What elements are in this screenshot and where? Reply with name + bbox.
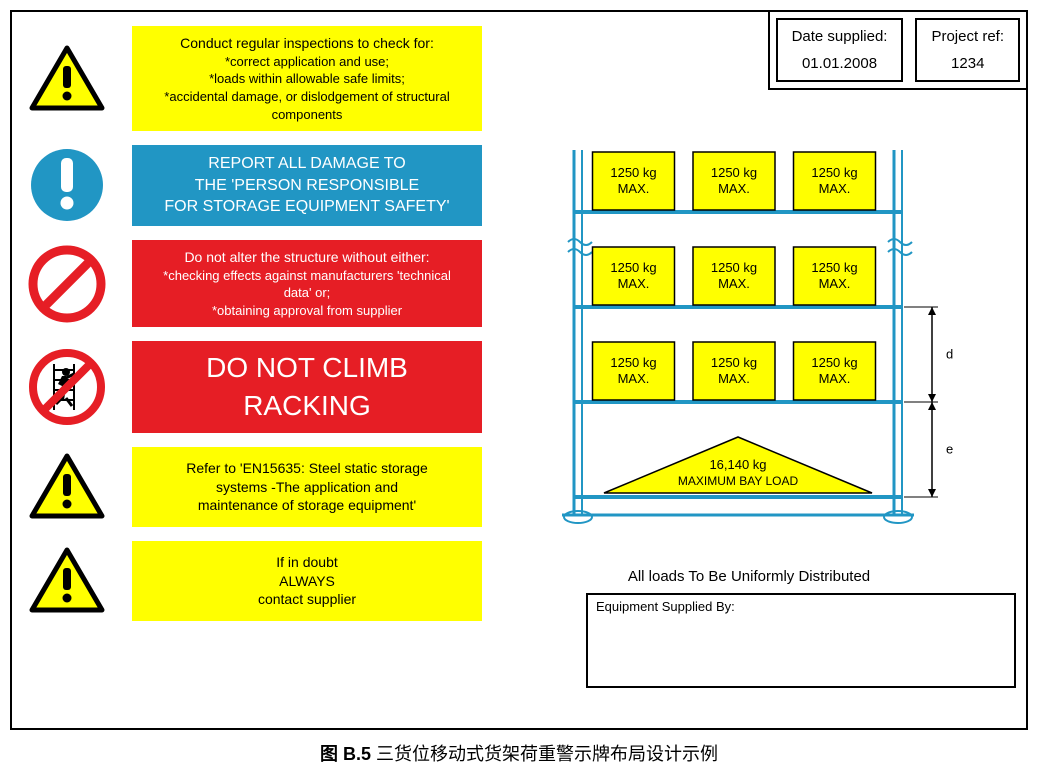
svg-text:1250 kg: 1250 kg: [811, 165, 857, 180]
svg-text:e: e: [946, 442, 953, 457]
panel-bullets: *correct application and use;*loads with…: [159, 53, 456, 123]
svg-text:1250 kg: 1250 kg: [711, 165, 757, 180]
panel-line: REPORT ALL DAMAGE TO: [208, 153, 405, 175]
panel-row: Refer to 'EN15635: Steel static storages…: [22, 447, 482, 527]
left-panels: Conduct regular inspections to check for…: [22, 22, 482, 718]
panel-row: DO NOT CLIMBRACKING: [22, 341, 482, 433]
panel-line: systems -The application and: [216, 478, 398, 497]
svg-text:1250 kg: 1250 kg: [610, 260, 656, 275]
svg-text:MAX.: MAX.: [718, 181, 750, 196]
right-column: 1250 kgMAX.1250 kgMAX.1250 kgMAX.1250 kg…: [482, 22, 1016, 718]
panel-title: Do not alter the structure without eithe…: [184, 248, 429, 267]
text-panel: If in doubtALWAYScontact supplier: [132, 541, 482, 621]
svg-text:MAX.: MAX.: [718, 276, 750, 291]
svg-text:1250 kg: 1250 kg: [711, 355, 757, 370]
panel-line: DO NOT CLIMB: [206, 349, 408, 387]
svg-text:1250 kg: 1250 kg: [811, 355, 857, 370]
caption-bold: 图 B.5: [320, 744, 371, 764]
supplied-box: Equipment Supplied By:: [586, 593, 1016, 688]
panel-line: THE 'PERSON RESPONSIBLE: [195, 175, 419, 197]
panel-line: If in doubt: [276, 553, 338, 572]
panel-row: If in doubtALWAYScontact supplier: [22, 541, 482, 621]
svg-text:d: d: [946, 347, 953, 362]
svg-text:1250 kg: 1250 kg: [711, 260, 757, 275]
rack-diagram: 1250 kgMAX.1250 kgMAX.1250 kgMAX.1250 kg…: [534, 132, 964, 562]
panel-line: Refer to 'EN15635: Steel static storage: [186, 459, 428, 478]
panel-line: FOR STORAGE EQUIPMENT SAFETY': [164, 196, 449, 218]
text-panel: Refer to 'EN15635: Steel static storages…: [132, 447, 482, 527]
panel-line: RACKING: [243, 387, 371, 425]
svg-text:MAX.: MAX.: [718, 371, 750, 386]
text-panel: REPORT ALL DAMAGE TOTHE 'PERSON RESPONSI…: [132, 145, 482, 226]
panel-line: contact supplier: [258, 590, 356, 609]
figure-caption: 图 B.5 三货位移动式货架荷重警示牌布局设计示例: [10, 740, 1028, 766]
warning-triangle-icon: [22, 452, 112, 522]
svg-text:1250 kg: 1250 kg: [811, 260, 857, 275]
panel-bullets: *checking effects against manufacturers …: [159, 267, 456, 320]
svg-text:1250 kg: 1250 kg: [610, 355, 656, 370]
no-climb-icon: [22, 348, 112, 426]
svg-text:MAXIMUM BAY LOAD: MAXIMUM BAY LOAD: [678, 474, 799, 488]
exclaim-circle-icon: [22, 146, 112, 224]
caption-rest: 三货位移动式货架荷重警示牌布局设计示例: [371, 744, 718, 764]
distribution-note: All loads To Be Uniformly Distributed: [628, 568, 870, 585]
svg-text:MAX.: MAX.: [618, 371, 650, 386]
svg-text:MAX.: MAX.: [618, 276, 650, 291]
svg-text:1250 kg: 1250 kg: [610, 165, 656, 180]
safety-sign-layout: Date supplied: 01.01.2008 Project ref: 1…: [10, 10, 1028, 730]
panel-row: REPORT ALL DAMAGE TOTHE 'PERSON RESPONSI…: [22, 145, 482, 226]
text-panel: DO NOT CLIMBRACKING: [132, 341, 482, 433]
supplied-label: Equipment Supplied By:: [596, 599, 735, 614]
svg-text:MAX.: MAX.: [819, 181, 851, 196]
panel-row: Conduct regular inspections to check for…: [22, 26, 482, 131]
svg-text:MAX.: MAX.: [819, 276, 851, 291]
warning-triangle-icon: [22, 44, 112, 114]
text-panel: Do not alter the structure without eithe…: [132, 240, 482, 328]
panel-title: Conduct regular inspections to check for…: [180, 34, 434, 53]
panel-line: maintenance of storage equipment': [198, 496, 416, 515]
svg-text:MAX.: MAX.: [618, 181, 650, 196]
panel-line: ALWAYS: [279, 572, 335, 591]
panel-row: Do not alter the structure without eithe…: [22, 240, 482, 328]
svg-text:MAX.: MAX.: [819, 371, 851, 386]
svg-text:16,140 kg: 16,140 kg: [709, 457, 766, 472]
prohibit-icon: [22, 245, 112, 323]
text-panel: Conduct regular inspections to check for…: [132, 26, 482, 131]
warning-triangle-icon: [22, 546, 112, 616]
